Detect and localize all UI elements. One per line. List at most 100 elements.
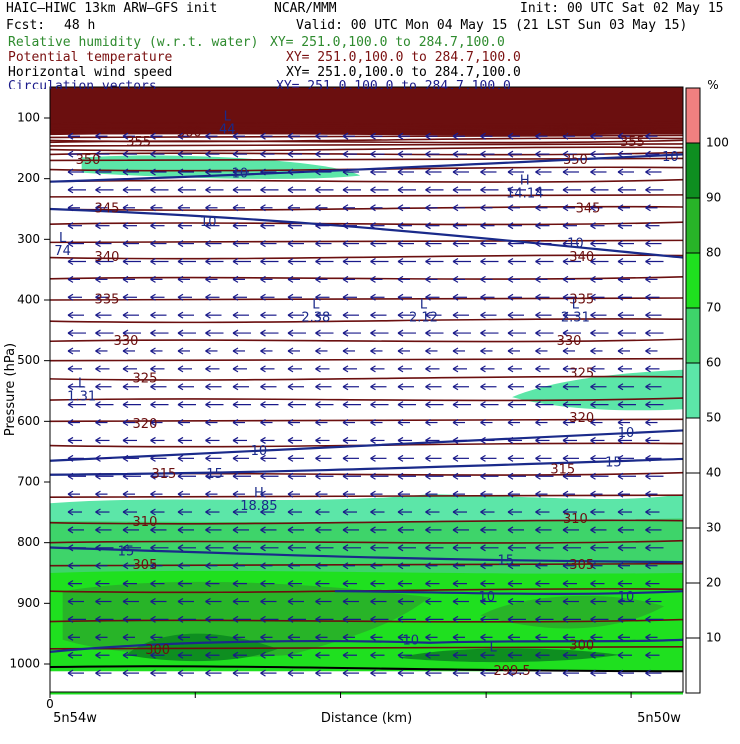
circulation-vector <box>67 383 84 391</box>
circulation-vector <box>260 597 277 606</box>
vector-head <box>205 454 211 462</box>
vector-head <box>370 293 376 301</box>
circulation-vector <box>562 597 579 606</box>
vector-head <box>617 490 624 498</box>
vector-head <box>315 347 321 355</box>
vector-head <box>425 436 431 444</box>
vector-head <box>67 419 74 427</box>
wind-label: 15 <box>497 553 514 568</box>
circulation-vector <box>67 401 86 409</box>
circulation-vector <box>370 419 383 427</box>
circulation-vector <box>480 526 497 534</box>
vector-head <box>425 508 431 516</box>
vector-head <box>232 633 239 641</box>
vector-head <box>95 615 101 623</box>
theta-contour <box>49 139 684 144</box>
vector-head <box>150 293 156 301</box>
circulation-vector <box>95 436 110 444</box>
circulation-vector <box>562 383 579 391</box>
vector-head <box>535 615 541 623</box>
circulation-vector <box>67 562 80 570</box>
vector-head <box>67 651 74 659</box>
vector-head <box>260 490 266 498</box>
circulation-vector <box>617 365 632 373</box>
vector-head <box>397 544 404 552</box>
circulation-vector <box>260 204 273 212</box>
circulation-vector <box>122 222 137 230</box>
vector-head <box>480 275 486 283</box>
vector-head <box>150 383 156 391</box>
circulation-vector <box>342 347 355 355</box>
vector-head <box>150 669 156 677</box>
circulation-vector <box>645 311 662 319</box>
circulation-vector <box>315 275 328 283</box>
vector-head <box>590 168 596 176</box>
vector-head <box>590 419 596 427</box>
vector-head <box>507 526 514 534</box>
circulation-vector <box>205 347 218 355</box>
circulation-vector <box>370 508 385 516</box>
vector-head <box>150 419 156 427</box>
vector-head <box>177 186 184 194</box>
circulation-vector <box>452 544 471 552</box>
circulation-vector <box>342 275 355 283</box>
circulation-vector <box>315 526 332 534</box>
circulation-vector <box>122 651 137 659</box>
circulation-vector <box>95 275 108 283</box>
circulation-vector <box>590 454 607 462</box>
circulation-vector <box>150 150 165 158</box>
vector-head <box>232 419 239 427</box>
vector-head <box>287 580 294 588</box>
theta-contour <box>49 121 684 126</box>
circulation-vector <box>315 633 328 641</box>
vector-head <box>95 526 101 534</box>
circulation-vector <box>370 669 387 677</box>
wind-speed-contour <box>334 590 684 595</box>
circulation-vector <box>260 633 273 641</box>
vector-head <box>452 669 459 677</box>
vector-head <box>535 526 541 534</box>
vector-head <box>205 615 211 623</box>
vector-head <box>315 401 321 409</box>
vector-head <box>315 204 321 212</box>
circulation-vector <box>535 168 552 176</box>
theta-label: 335 <box>95 293 120 308</box>
vector-head <box>370 544 376 552</box>
vector-head <box>287 633 294 641</box>
vector-head <box>617 597 624 606</box>
vector-head <box>315 615 321 623</box>
circulation-vector <box>370 329 389 337</box>
vector-head <box>370 436 376 444</box>
vector-head <box>397 365 404 373</box>
vector-head <box>287 186 294 194</box>
circulation-vector <box>507 293 522 301</box>
circulation-vector <box>122 311 139 319</box>
circulation-vector <box>397 580 412 588</box>
theta-contour <box>49 397 684 402</box>
vector-head <box>562 257 569 265</box>
circulation-vector <box>95 383 112 391</box>
vector-head <box>535 669 541 677</box>
vector-head <box>425 401 431 409</box>
vector-head <box>507 597 514 606</box>
vector-head <box>535 580 541 588</box>
vector-head <box>507 490 514 498</box>
circulation-vector <box>425 615 444 623</box>
vector-head <box>507 508 514 516</box>
vector-head <box>507 150 514 158</box>
vector-head <box>425 293 431 301</box>
circulation-vector <box>232 275 245 283</box>
vector-head <box>150 365 156 373</box>
vector-head <box>260 383 266 391</box>
vector-head <box>480 150 486 158</box>
circulation-vector <box>645 204 658 212</box>
circulation-vector <box>370 311 387 319</box>
circulation-vector <box>122 150 137 158</box>
circulation-vector <box>315 562 328 570</box>
circulation-vector <box>590 132 603 140</box>
theta-label: 315 <box>152 467 177 482</box>
vector-head <box>590 490 596 498</box>
vector-head <box>590 240 596 248</box>
vector-head <box>260 562 266 570</box>
vector-head <box>507 222 514 230</box>
